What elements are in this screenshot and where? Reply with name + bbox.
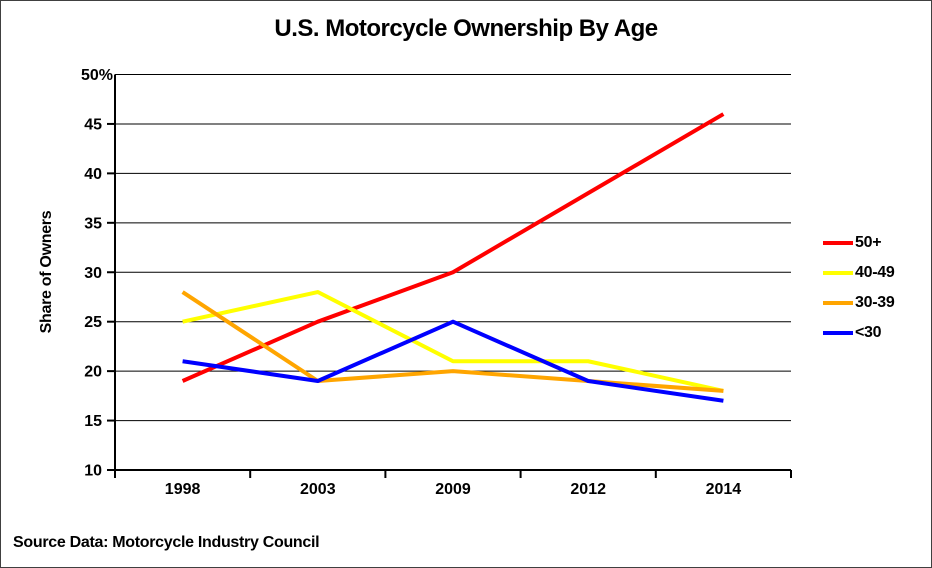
legend-swatch-icon xyxy=(823,331,853,335)
series-line-50+ xyxy=(181,112,725,383)
x-tick-label: 2003 xyxy=(300,481,336,498)
y-tick-label: 45 xyxy=(84,116,102,133)
y-tick-label: 30 xyxy=(84,265,102,282)
x-tick-label: 2014 xyxy=(706,481,742,498)
y-tick-label: 35 xyxy=(84,215,102,232)
legend-label: 50+ xyxy=(855,234,882,251)
x-tick-label: 1998 xyxy=(165,481,201,498)
x-tick-label: 2012 xyxy=(570,481,606,498)
series-line-30-39 xyxy=(181,290,724,393)
legend-swatch-icon xyxy=(823,301,853,305)
legend: 50+ 40-49 30-39 <30 xyxy=(823,228,895,348)
series-line-<30 xyxy=(182,319,724,403)
y-tick-label: 20 xyxy=(84,364,102,381)
legend-item: 30-39 xyxy=(823,288,895,318)
y-tick-label: 10 xyxy=(84,463,102,480)
y-tick-label: 15 xyxy=(84,413,102,430)
legend-swatch-icon xyxy=(823,271,853,275)
chart-title: U.S. Motorcycle Ownership By Age xyxy=(274,15,658,42)
legend-label: <30 xyxy=(855,324,882,341)
legend-item: 50+ xyxy=(823,228,894,258)
legend-item: 40-49 xyxy=(823,258,895,288)
legend-label: 40-49 xyxy=(855,264,895,281)
legend-item: <30 xyxy=(823,318,894,348)
y-tick-label: 50% xyxy=(81,67,113,84)
y-tick-label: 40 xyxy=(84,166,102,183)
legend-swatch-icon xyxy=(823,241,853,245)
source-note: Source Data: Motorcycle Industry Council xyxy=(13,534,320,551)
legend-label: 30-39 xyxy=(855,294,895,311)
x-tick-label: 2009 xyxy=(435,481,471,498)
series-line-40-49 xyxy=(182,290,724,393)
y-tick-label: 25 xyxy=(84,314,102,331)
